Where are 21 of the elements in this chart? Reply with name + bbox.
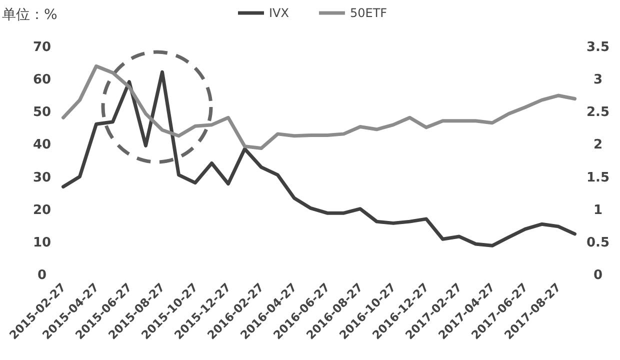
y2-tick-label: 1.5: [586, 170, 610, 186]
y-tick-label: 10: [32, 235, 52, 250]
y-tick-label: 30: [32, 170, 52, 186]
legend-label: 50ETF: [350, 6, 388, 20]
y2-tick-label: 3.5: [586, 40, 610, 55]
y2-tick-label: 0.5: [586, 235, 610, 250]
y-tick-label: 50: [32, 105, 52, 120]
y-tick-label: 40: [32, 138, 52, 153]
line-series: [62, 64, 576, 150]
legend-label: IVX: [269, 6, 289, 20]
line-series: [62, 70, 576, 248]
y-tick-label: 0: [37, 268, 47, 283]
y-tick-label: 60: [32, 72, 52, 88]
y-tick-label: 70: [32, 40, 52, 55]
y2-tick-label: 3: [593, 72, 603, 88]
y-axis-title: 单位：%: [2, 7, 58, 23]
y2-tick-label: 2.5: [586, 105, 610, 120]
y2-tick-label: 1: [593, 202, 603, 218]
y-tick-label: 20: [32, 202, 52, 218]
y2-tick-label: 0: [593, 268, 603, 283]
y2-tick-label: 2: [593, 138, 603, 153]
